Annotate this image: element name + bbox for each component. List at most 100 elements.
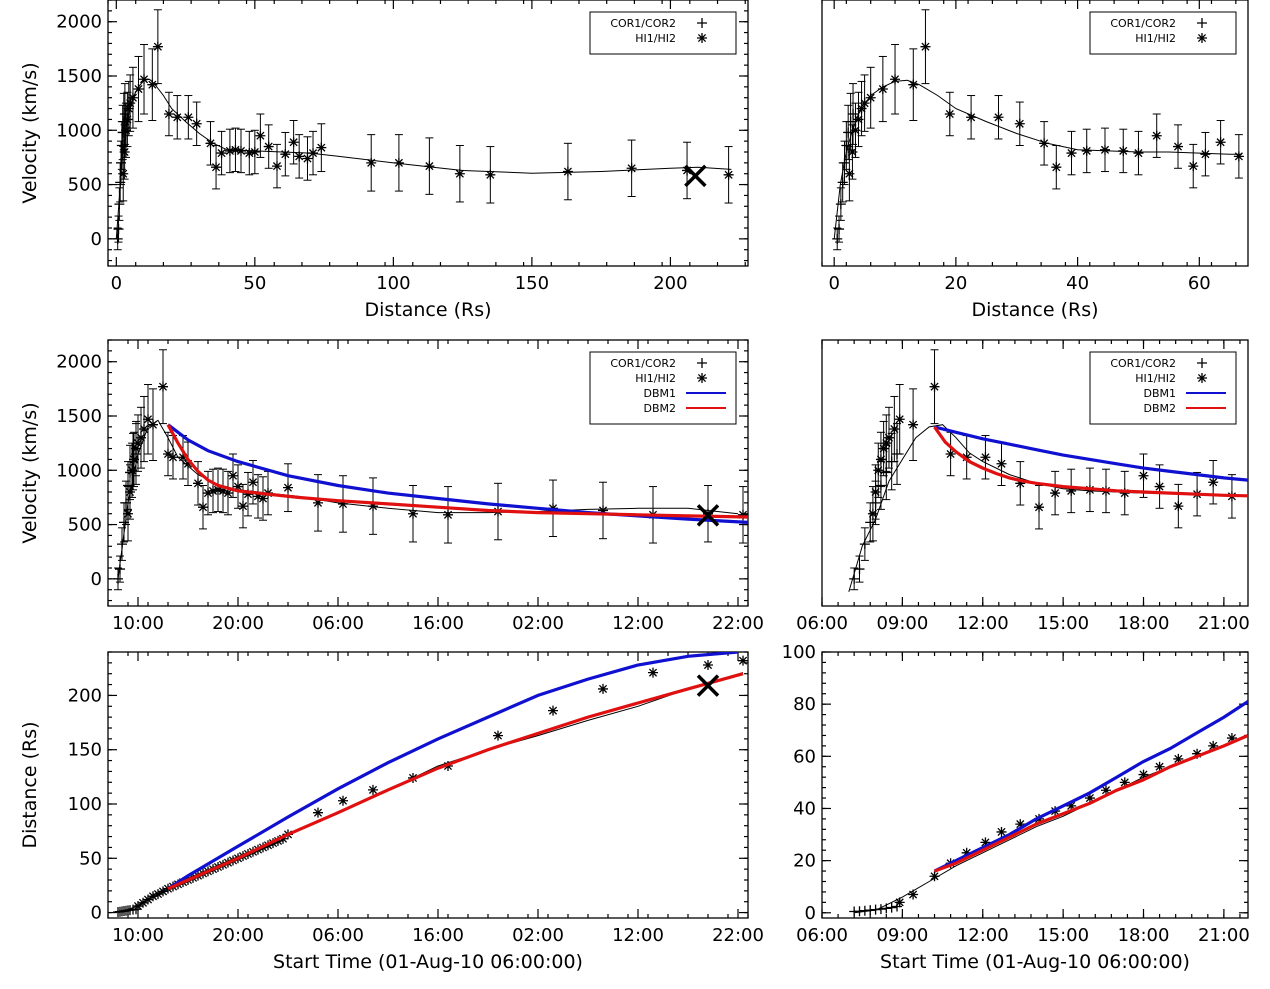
data-point	[163, 449, 173, 459]
x-axis: 0 50 100 150 200	[107, 0, 746, 294]
y-axis: 0 500 1000 1500 2000	[56, 0, 748, 262]
data-point	[248, 477, 258, 488]
data-point	[119, 517, 129, 528]
data-point	[1188, 161, 1199, 172]
legend-asterisk-icon	[697, 373, 707, 383]
plot-area	[848, 349, 1248, 593]
panel-p5: 10:00 20:00 06:00 16:00 02:00 12:00 22:0005010…	[19, 651, 764, 973]
y-axis: 0 20 40 60 80 100	[782, 642, 1248, 924]
legend-label: DBM2	[643, 402, 676, 415]
data-point	[1154, 761, 1165, 772]
data-point	[153, 889, 163, 900]
data-point	[1119, 488, 1130, 499]
data-point	[894, 897, 905, 908]
dbm2-line	[933, 734, 1248, 873]
data-point	[886, 902, 897, 913]
x-tick-label: 16:00	[412, 613, 464, 634]
data-point	[961, 452, 972, 463]
data-point	[843, 127, 854, 138]
data-point	[288, 137, 299, 148]
data-point	[892, 901, 903, 912]
data-point	[944, 109, 955, 119]
data-point	[191, 118, 202, 129]
data-point	[993, 112, 1004, 123]
legend-label: HI1/HI2	[1135, 32, 1176, 45]
data-point	[920, 41, 931, 52]
data-point	[1226, 733, 1237, 744]
x-tick-label: 20:00	[212, 613, 264, 634]
data-point	[121, 125, 132, 136]
data-point	[1215, 137, 1226, 148]
data-point	[890, 74, 901, 85]
data-point	[224, 145, 235, 156]
x-axis-label: Start Time (01-Aug-10 06:00:00)	[273, 951, 583, 973]
legend-label: DBM1	[1143, 387, 1176, 400]
data-point	[133, 438, 143, 449]
x-tick-label: 21:00	[1198, 613, 1250, 634]
legend: COR1/COR2 HI1/HI2	[589, 11, 737, 55]
data-point	[1081, 145, 1092, 156]
x-tick-label: 18:00	[1118, 613, 1170, 634]
data-point	[1084, 793, 1095, 804]
dbm1-line	[167, 652, 739, 891]
data-point	[835, 199, 846, 210]
x-tick-label: 02:00	[512, 613, 564, 634]
data-point	[1039, 138, 1050, 149]
data-point	[1099, 144, 1110, 155]
y-tick-label: 0	[91, 903, 102, 924]
data-point	[1173, 501, 1184, 512]
data-point	[1208, 477, 1219, 488]
x-axis-label: Distance (Rs)	[364, 299, 491, 321]
data-point	[834, 224, 845, 235]
y-tick-label: 80	[793, 694, 816, 715]
dbm1-line	[934, 425, 1248, 482]
fit-line	[117, 672, 744, 914]
x-tick-label: 0	[828, 273, 839, 294]
y-tick-label: 500	[68, 175, 102, 196]
data-point	[996, 826, 1007, 837]
y-tick-label: 40	[793, 798, 816, 819]
x-axis: 10:00 20:00 06:00 16:00 02:00 12:00 22:00	[107, 340, 764, 634]
data-point	[238, 501, 248, 512]
plot-area	[832, 9, 1244, 251]
data-point	[253, 491, 263, 502]
data-point	[133, 901, 143, 912]
fit-line	[854, 735, 1248, 914]
plot-frame	[107, 651, 749, 919]
x-axis: 06:00 09:00 12:00 15:00 18:00 21:00	[796, 652, 1250, 946]
data-point	[562, 166, 573, 177]
data-point	[929, 381, 940, 392]
data-point	[865, 517, 876, 528]
x-tick-label: 22:00	[712, 613, 764, 634]
x-tick-label: 12:00	[957, 613, 1009, 634]
data-point	[294, 151, 305, 162]
x-axis-label: Distance (Rs)	[971, 299, 1098, 321]
data-point	[853, 114, 864, 125]
series-cor1-cor2	[849, 901, 903, 917]
data-point	[1192, 748, 1203, 759]
highlight-x-marker	[696, 674, 720, 697]
plot-area	[113, 652, 748, 918]
x-tick-label: 60	[1188, 273, 1211, 294]
plot-frame	[821, 651, 1249, 919]
fit-line	[848, 424, 1248, 593]
data-point	[143, 414, 153, 425]
data-point	[198, 502, 208, 513]
data-point	[148, 891, 158, 902]
data-point	[272, 161, 283, 172]
data-point	[115, 564, 125, 575]
data-point	[867, 508, 878, 519]
data-point	[945, 449, 956, 459]
highlight-x-marker	[684, 164, 707, 188]
data-point	[205, 138, 216, 149]
data-point	[1015, 478, 1026, 489]
y-tick-label: 200	[68, 685, 102, 706]
y-tick-label: 1500	[56, 66, 102, 87]
series-cor1-cor2	[113, 904, 141, 918]
data-point	[163, 109, 174, 119]
x-tick-label: 06:00	[796, 613, 848, 634]
x-axis-label: Start Time (01-Aug-10 06:00:00)	[880, 951, 1190, 973]
legend-label: DBM2	[1143, 402, 1176, 415]
x-tick-label: 12:00	[612, 925, 664, 946]
legend-label: COR1/COR2	[610, 357, 676, 370]
